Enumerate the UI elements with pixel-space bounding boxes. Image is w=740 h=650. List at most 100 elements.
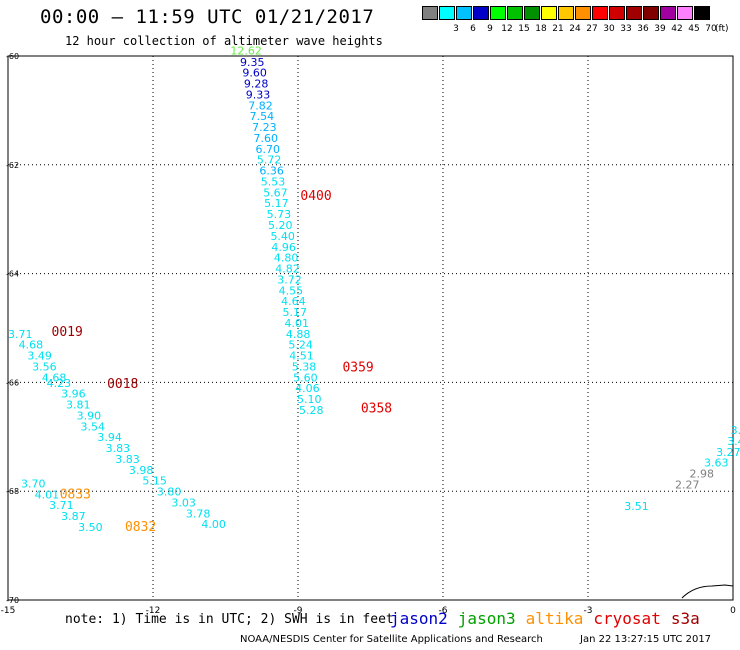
wave-height-label: 3.45 (727, 435, 740, 448)
wave-height-label: 3.81 (66, 399, 91, 412)
wave-height-label: 3.71 (49, 499, 73, 512)
wave-height-label: 4.01 (284, 317, 309, 330)
scale-label: 70 (705, 24, 717, 34)
scale-swatch (490, 6, 506, 20)
x-tick-label: -15 (1, 606, 16, 616)
scale-swatch (524, 6, 540, 20)
y-tick-label: -68 (6, 487, 19, 496)
wave-height-label: 5.67 (263, 186, 288, 199)
wave-height-label: 3.72 (277, 273, 302, 286)
wave-height-label: 5.20 (268, 219, 293, 232)
wave-height-label: 3.50 (78, 521, 103, 534)
x-tick-label: -6 (439, 606, 448, 616)
wave-height-label: 3.87 (61, 510, 86, 523)
scale-unit: (ft) (715, 24, 729, 34)
scale-swatch (643, 6, 659, 20)
wave-height-label: 5.15 (142, 475, 167, 488)
wave-height-label: 5.73 (267, 208, 292, 221)
wave-height-label: 3.27 (716, 446, 740, 459)
wave-height-label: 3.63 (704, 457, 729, 470)
time-label: 0832 (125, 520, 156, 535)
wave-height-label: 5.17 (283, 306, 308, 319)
wave-height-label: 4.55 (279, 284, 304, 297)
scale-swatch (575, 6, 591, 20)
wave-height-label: 4.00 (201, 518, 226, 531)
wave-height-label: 7.60 (254, 132, 278, 145)
scale-label: 30 (603, 24, 615, 34)
wave-height-label: 5.17 (264, 197, 289, 210)
wave-height-label: 3.80 (157, 486, 182, 499)
wave-height-label: 5.40 (270, 230, 295, 243)
wave-height-label: 5.24 (288, 339, 313, 352)
scale-swatch (439, 6, 455, 20)
scale-swatch (456, 6, 472, 20)
wave-height-label: 9.28 (244, 78, 269, 91)
y-tick-label: -62 (6, 161, 19, 170)
wave-height-label: 12.62 (230, 44, 261, 57)
satellite-legend-item: jason2 (390, 609, 448, 628)
scale-label: 45 (688, 24, 700, 34)
scale-label: 39 (654, 24, 666, 34)
scale-label: 21 (552, 24, 564, 34)
scale-label: 18 (535, 24, 547, 34)
wave-height-label: 6.36 (259, 165, 284, 178)
time-label: 0400 (300, 189, 331, 204)
scale-label: 24 (569, 24, 581, 34)
x-tick-label: 0 (730, 606, 736, 616)
y-tick-label: -60 (6, 52, 19, 61)
x-tick-label: -12 (146, 606, 161, 616)
wave-height-label: 4.96 (271, 241, 296, 254)
wave-height-label: 3.54 (81, 420, 106, 433)
wave-height-label: 4.23 (47, 377, 72, 390)
scale-label: 3 (453, 24, 459, 34)
coastline (681, 584, 734, 599)
satellite-legend-item: jason3 (457, 609, 516, 628)
wave-height-label: 4.80 (274, 252, 299, 265)
wave-height-label: 7.54 (250, 110, 275, 123)
wave-height-label: 5.28 (299, 404, 324, 417)
scale-swatch (609, 6, 625, 20)
satellite-legend-item: cryosat (593, 609, 661, 628)
time-label: 0018 (107, 377, 138, 392)
time-label: 0833 (60, 487, 91, 502)
wave-height-label: 6.70 (255, 143, 280, 156)
wave-height-label: 5.10 (297, 393, 322, 406)
wave-height-label: 3.03 (171, 496, 196, 509)
scale-label: 9 (487, 24, 493, 34)
satellite-legend-item: s3a (670, 609, 700, 628)
wave-height-label: 3.70 (21, 477, 46, 490)
wave-height-label: 3.49 (27, 350, 52, 363)
scale-swatch (592, 6, 608, 20)
wave-height-label: 3.71 (8, 328, 33, 341)
scale-label: 36 (637, 24, 649, 34)
scale-label: 15 (518, 24, 530, 34)
scale-swatch (677, 6, 693, 20)
time-label: 0019 (52, 325, 83, 340)
time-label: 0359 (342, 361, 373, 376)
footer-timestamp: Jan 22 13:27:15 UTC 2017 (580, 634, 712, 645)
scale-swatch (694, 6, 710, 20)
wave-height-label: 4.06 (295, 382, 320, 395)
footer-credit: NOAA/NESDIS Center for Satellite Applica… (240, 634, 543, 645)
plot-frame (7, 55, 734, 601)
scale-swatch (473, 6, 489, 20)
x-tick-label: -9 (294, 606, 303, 616)
wave-height-label: 4.51 (289, 350, 314, 363)
wave-height-label: 7.82 (248, 99, 273, 112)
time-label: 0358 (361, 401, 392, 416)
wave-height-label: 4.88 (286, 328, 311, 341)
wave-height-label: 5.53 (261, 175, 286, 188)
scale-swatch (507, 6, 523, 20)
wave-height-label: 9.33 (246, 88, 270, 101)
scale-label: 6 (470, 24, 476, 34)
wave-height-label: 4.68 (19, 339, 43, 352)
wave-height-label: 9.35 (240, 56, 265, 69)
satellite-legend: jason2 jason3 altika cryosat s3a (390, 609, 710, 628)
wave-height-label: 5.60 (293, 371, 318, 384)
wave-height-label: 3.51 (624, 500, 649, 513)
wave-height-label: 5.72 (257, 154, 282, 167)
satellite-legend-item: altika (525, 609, 584, 628)
x-tick-label: -3 (584, 606, 593, 616)
scale-label: 27 (586, 24, 598, 34)
wave-height-label: 3. (731, 424, 740, 437)
